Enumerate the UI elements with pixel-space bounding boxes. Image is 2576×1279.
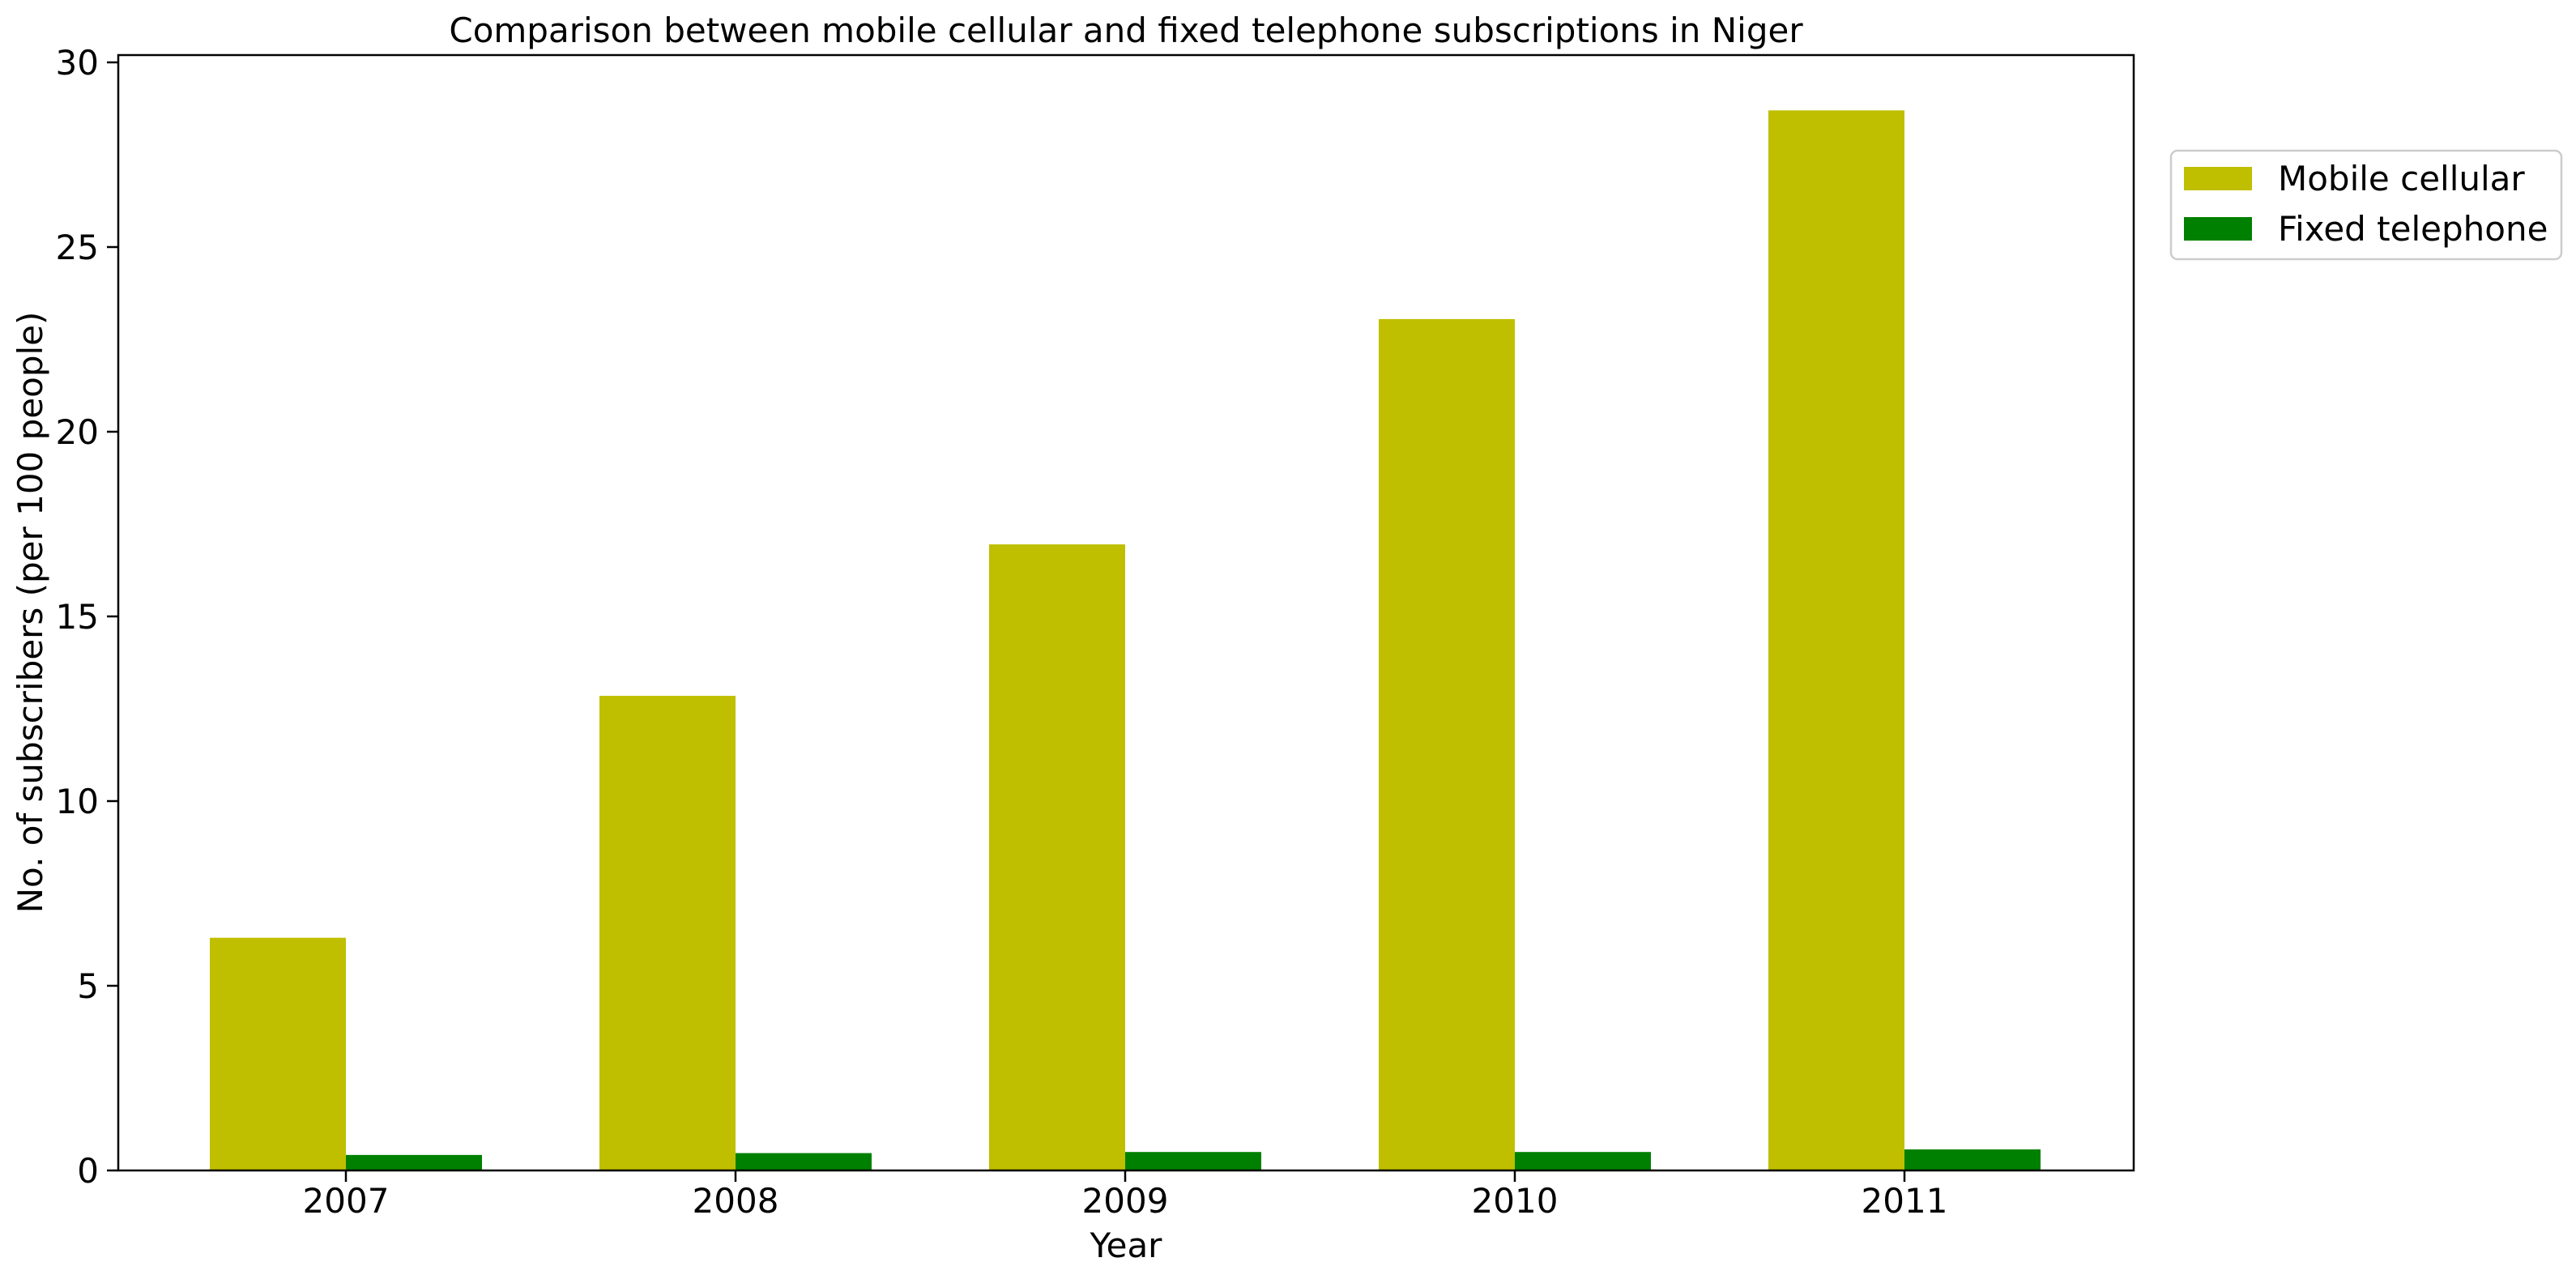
x-tick-label: 2011 [1862,1181,1948,1221]
x-tick-label: 2008 [693,1181,779,1221]
bar-mobile-cellular-2007 [210,937,346,1170]
legend-swatch [2184,167,2252,190]
bar-mobile-cellular-2010 [1379,318,1515,1170]
bar-fixed-telephone-2009 [1125,1152,1261,1170]
x-tick-label: 2010 [1472,1181,1559,1221]
bar-mobile-cellular-2008 [599,696,736,1170]
legend: Mobile cellular Fixed telephone [2169,149,2563,261]
legend-swatch [2184,217,2252,241]
y-tick-label: 30 [56,43,99,83]
bar-fixed-telephone-2010 [1515,1152,1651,1170]
legend-label: Mobile cellular [2278,159,2525,198]
y-tick-label: 10 [56,782,99,821]
x-axis: 2007 2008 2009 2010 2011 [303,1170,1948,1221]
chart-title: Comparison between mobile cellular and f… [449,11,1803,50]
bar-mobile-cellular-2011 [1768,110,1904,1170]
y-tick-label: 5 [77,966,99,1006]
y-tick-label: 0 [77,1151,99,1191]
x-tick-label: 2009 [1082,1181,1169,1221]
bar-fixed-telephone-2007 [346,1154,482,1170]
y-tick-label: 25 [56,228,99,267]
x-tick-label: 2007 [303,1181,390,1221]
x-axis-label: Year [1090,1226,1163,1265]
legend-label: Fixed telephone [2278,209,2548,249]
bar-mobile-cellular-2009 [989,544,1125,1170]
y-tick-label: 15 [56,597,99,637]
legend-frame [2169,149,2563,261]
y-axis: 0 5 10 15 20 25 30 [56,43,118,1191]
y-tick-label: 20 [56,412,99,452]
bars-layer [210,110,2041,1170]
y-axis-label: No. of subscribers (per 100 people) [11,312,50,914]
bar-fixed-telephone-2008 [736,1153,872,1170]
bar-fixed-telephone-2011 [1904,1149,2041,1170]
